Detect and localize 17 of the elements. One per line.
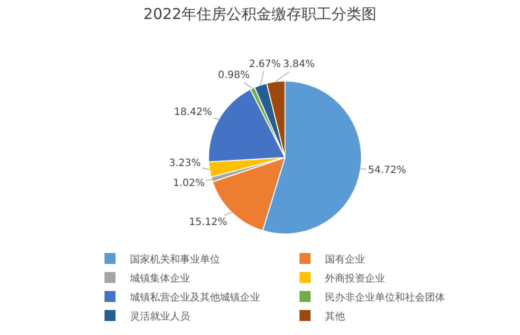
legend-label: 灵活就业人员 [130,310,190,322]
legend-label: 其他 [325,310,345,322]
data-label: 2.67% [249,59,281,70]
data-label: 3.23% [169,158,201,169]
data-label: 18.42% [174,107,212,118]
legend-label: 国家机关和事业单位 [130,253,220,266]
legend-label: 民办非企业单位和社会团体 [325,291,445,304]
data-label: 1.02% [173,178,205,189]
legend-label: 城镇私营企业及其他城镇企业 [129,291,260,304]
data-label: 15.12% [189,217,228,228]
legend-label: 城镇集体企业 [129,272,190,284]
data-label: 3.84% [283,59,315,70]
data-label: 0.98% [218,70,250,81]
data-label: 54.72% [368,165,406,176]
legend-label: 外商投资企业 [325,272,385,284]
legend-label: 国有企业 [325,253,365,266]
chart-title: 2022年住房公积金缴存职工分类图 [143,4,377,23]
